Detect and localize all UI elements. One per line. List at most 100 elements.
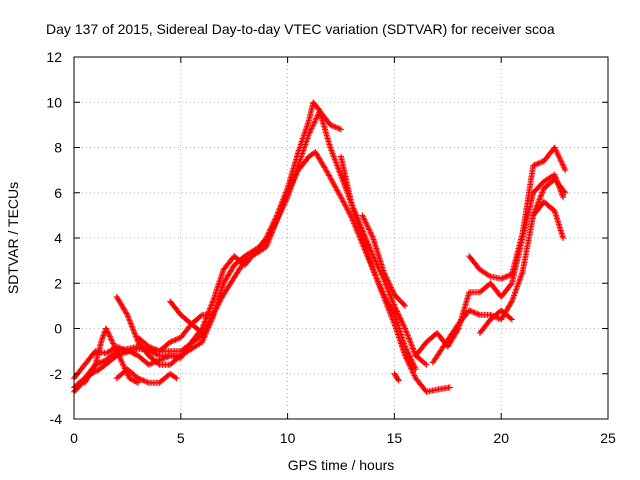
data-point: [130, 327, 137, 334]
data-layer: [71, 99, 569, 395]
data-point: [173, 375, 180, 382]
data-point: [510, 293, 517, 300]
data-point: [280, 195, 287, 202]
data-point: [406, 361, 413, 368]
data-point: [201, 334, 208, 341]
data-point: [336, 191, 343, 198]
data-point: [112, 346, 119, 353]
data-point: [129, 324, 136, 331]
data-point: [514, 283, 521, 290]
data-point: [164, 353, 171, 360]
data-point: [140, 377, 147, 384]
data-point: [389, 307, 396, 314]
data-point: [311, 119, 318, 126]
data-point: [401, 301, 408, 308]
data-point: [517, 274, 524, 281]
data-point: [403, 355, 410, 362]
data-point: [310, 121, 317, 128]
series-track-12: [412, 171, 567, 359]
data-point: [553, 148, 560, 155]
data-point: [99, 333, 106, 340]
data-point: [331, 156, 338, 163]
data-point: [404, 356, 411, 363]
data-point: [328, 122, 335, 129]
data-point: [365, 225, 372, 232]
data-point: [119, 359, 126, 366]
data-point: [211, 293, 218, 300]
data-point: [411, 372, 418, 379]
x-tick-label: 5: [177, 430, 185, 446]
data-point: [366, 227, 373, 234]
data-point: [278, 200, 285, 207]
data-point: [208, 301, 215, 308]
data-point: [385, 278, 392, 285]
x-tick-label: 25: [600, 430, 616, 446]
data-point: [397, 315, 404, 322]
x-tick-label: 15: [387, 430, 403, 446]
data-point: [199, 339, 206, 346]
data-point: [336, 125, 343, 132]
data-point: [386, 302, 393, 309]
data-point: [532, 206, 539, 213]
data-point: [503, 273, 510, 280]
data-point: [199, 337, 206, 344]
x-tick-label: 10: [280, 430, 296, 446]
data-point: [338, 126, 344, 133]
data-point: [392, 305, 399, 312]
data-point: [275, 209, 282, 216]
data-point: [387, 303, 394, 310]
data-point: [311, 118, 318, 125]
data-point: [110, 340, 117, 347]
y-axis-title: SDTVAR / TECUs: [5, 182, 21, 294]
data-point: [339, 177, 346, 184]
data-point: [182, 349, 189, 356]
data-point: [147, 361, 154, 368]
data-point: [362, 219, 369, 226]
data-point: [402, 302, 409, 309]
data-point: [327, 145, 334, 152]
data-point: [342, 203, 349, 210]
data-point: [305, 118, 312, 125]
data-point: [410, 360, 417, 367]
data-point: [331, 154, 338, 161]
data-point: [327, 175, 334, 182]
data-point: [209, 299, 216, 306]
data-point: [269, 220, 276, 227]
data-point: [207, 305, 214, 312]
data-point: [298, 138, 305, 145]
data-point: [161, 354, 168, 361]
data-point: [339, 175, 346, 182]
data-point: [410, 371, 417, 378]
data-point: [407, 354, 414, 361]
data-point: [340, 199, 347, 206]
data-point: [409, 344, 416, 351]
data-point: [404, 349, 411, 356]
data-point: [280, 196, 287, 203]
data-point: [379, 288, 386, 295]
data-point: [532, 161, 539, 168]
series-track-7: [135, 311, 216, 355]
data-point: [333, 124, 340, 131]
data-point: [385, 301, 392, 308]
data-point: [408, 341, 415, 348]
data-point: [112, 344, 119, 351]
data-point: [335, 165, 342, 172]
series-track-11: [391, 370, 402, 384]
data-point: [346, 210, 353, 217]
data-point: [400, 321, 407, 328]
data-point: [334, 163, 341, 170]
data-point: [533, 205, 540, 212]
data-point: [402, 343, 409, 350]
data-point: [207, 318, 214, 325]
data-point: [332, 184, 339, 191]
data-point: [91, 362, 98, 369]
data-point: [103, 325, 110, 332]
data-point: [117, 355, 124, 362]
data-point: [402, 354, 409, 361]
data-point: [382, 273, 389, 280]
data-point: [407, 338, 414, 345]
data-point: [100, 358, 107, 365]
data-point: [269, 222, 276, 229]
data-point: [552, 145, 559, 152]
data-point: [157, 356, 164, 363]
